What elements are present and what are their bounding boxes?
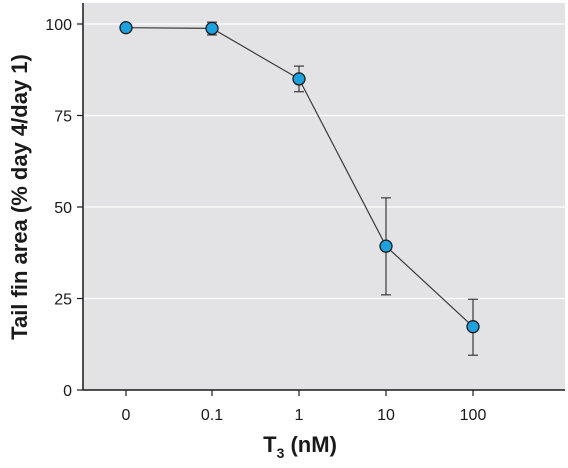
data-series <box>119 21 480 356</box>
y-tick-label: 50 <box>54 200 72 217</box>
x-axis-title-subscript: 3 <box>277 445 285 461</box>
y-tick-label: 100 <box>45 17 72 34</box>
data-point <box>379 239 393 253</box>
x-axis-ticks: 0 0.1 1 10 100 <box>122 390 487 424</box>
x-axis-title: T3 (nM) <box>263 432 337 461</box>
axes <box>82 3 565 391</box>
y-tick-label: 25 <box>54 292 72 309</box>
y-tick-label: 75 <box>54 109 72 126</box>
x-tick-label: 0 <box>122 407 131 424</box>
y-axis-ticks: 0 25 50 75 100 <box>45 17 83 400</box>
y-axis-title: Tail fin area (% day 4/day 1) <box>7 54 32 340</box>
x-tick-label: 0.1 <box>201 407 223 424</box>
y-tick-label: 0 <box>63 383 72 400</box>
x-tick-label: 10 <box>377 407 395 424</box>
data-point <box>205 21 219 36</box>
plot-area <box>83 3 565 390</box>
x-tick-label: 100 <box>460 407 487 424</box>
x-axis-title-main: T <box>263 432 277 457</box>
data-point <box>119 21 133 35</box>
data-point <box>292 72 306 86</box>
x-axis-title-suffix: (nM) <box>284 432 337 457</box>
data-point <box>466 320 480 334</box>
x-tick-label: 1 <box>295 407 304 424</box>
gridlines <box>83 23 565 300</box>
